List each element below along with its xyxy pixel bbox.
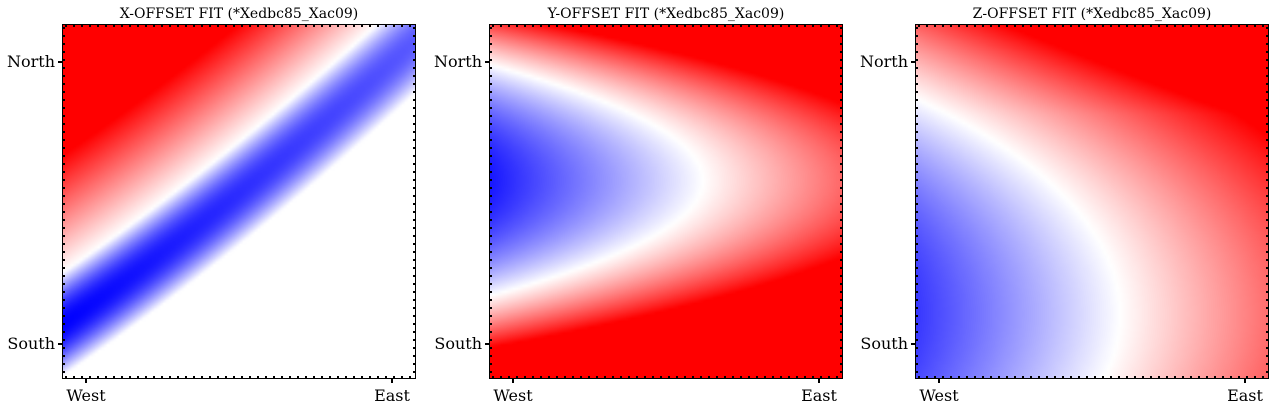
- tick-marks: [58, 24, 416, 383]
- y-tick-label-north: North: [860, 52, 908, 71]
- y-tick-label-south: South: [860, 334, 908, 353]
- y-tick-label-north: North: [7, 52, 55, 71]
- panel-z-offset: Z-OFFSET FIT (*Xedbc85_Xac09) North Sout…: [860, 6, 1269, 405]
- chart-title: Z-OFFSET FIT (*Xedbc85_Xac09): [973, 6, 1212, 22]
- x-tick-label-east: East: [1227, 386, 1263, 405]
- x-tick-label-east: East: [801, 386, 837, 405]
- x-tick-label-west: West: [919, 386, 959, 405]
- y-tick-label-north: North: [434, 52, 482, 71]
- plot-frame: [915, 24, 1269, 379]
- x-tick-label-west: West: [493, 386, 533, 405]
- chart-title: Y-OFFSET FIT (*Xedbc85_Xac09): [547, 6, 785, 22]
- chart-title: X-OFFSET FIT (*Xedbc85_Xac09): [120, 6, 358, 22]
- y-tick-label-south: South: [434, 334, 482, 353]
- heatmap-image: [489, 24, 843, 379]
- plot-frame: [489, 24, 843, 379]
- x-tick-label-east: East: [374, 386, 410, 405]
- x-tick-label-west: West: [66, 386, 106, 405]
- y-tick-label-south: South: [7, 334, 55, 353]
- tick-marks: [485, 24, 843, 383]
- heatmap-image: [62, 24, 416, 379]
- panel-y-offset: Y-OFFSET FIT (*Xedbc85_Xac09) North Sout…: [434, 6, 843, 405]
- plot-frame: [62, 24, 416, 379]
- heatmap-image: [915, 24, 1269, 379]
- tick-marks: [911, 24, 1269, 383]
- panel-x-offset: X-OFFSET FIT (*Xedbc85_Xac09) North Sout…: [7, 6, 416, 405]
